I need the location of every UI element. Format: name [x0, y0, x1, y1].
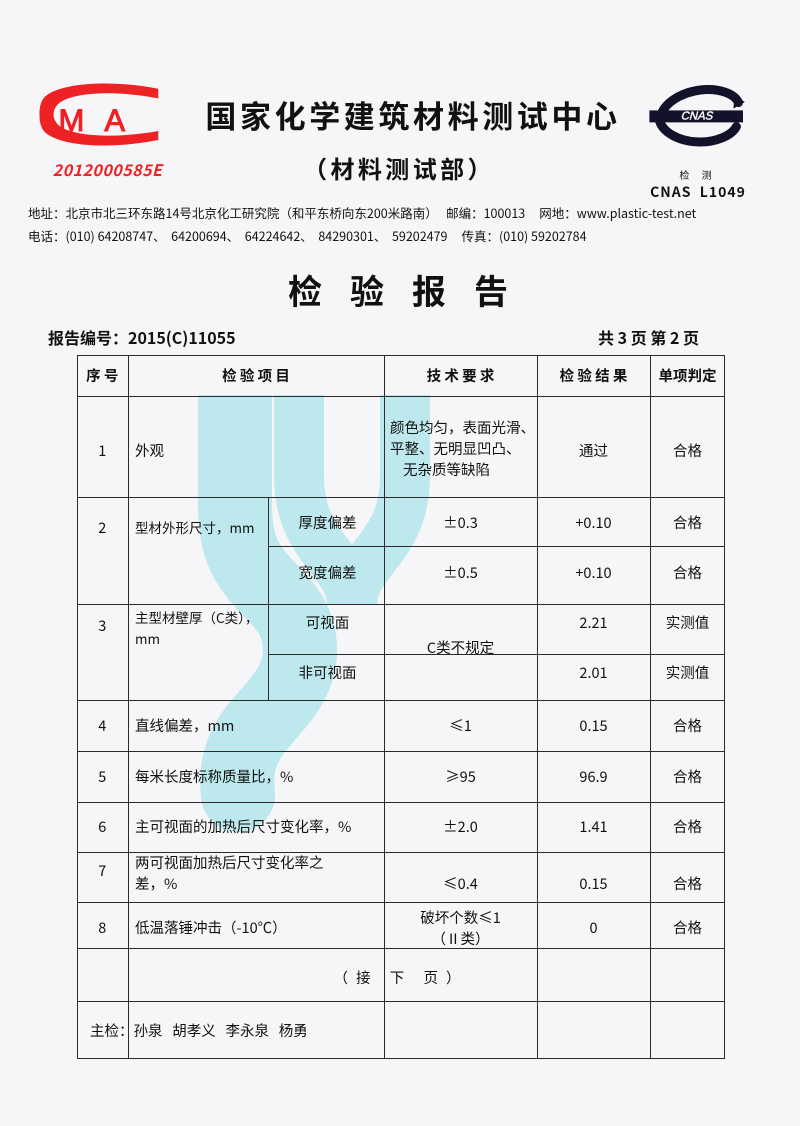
svg-text:A: A [103, 103, 126, 138]
svg-text:M: M [59, 103, 85, 138]
svg-text:CNAS: CNAS [681, 110, 714, 122]
